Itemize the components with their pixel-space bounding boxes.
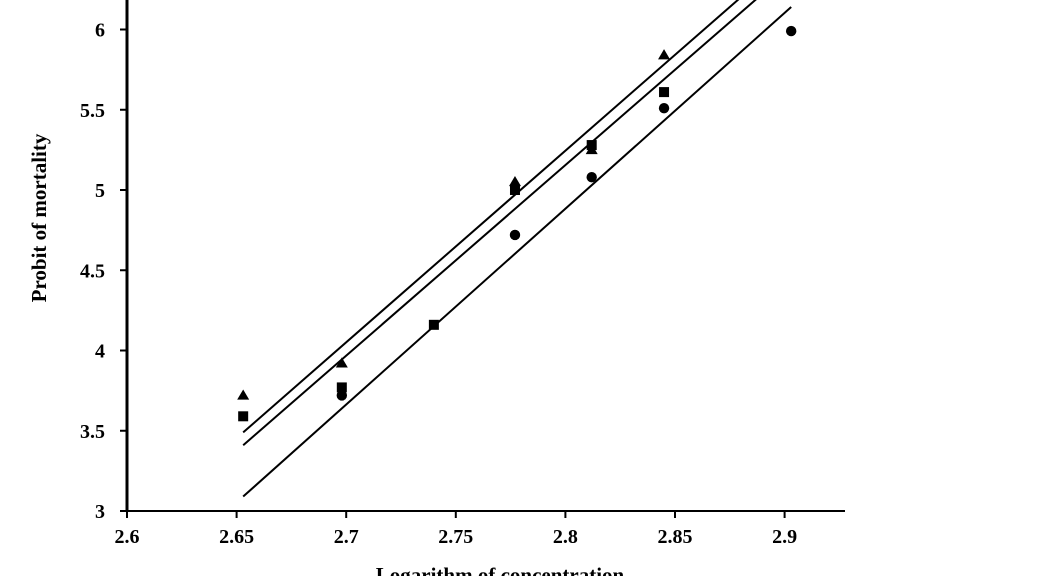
triangle-point <box>658 49 671 60</box>
circle-point <box>785 25 797 37</box>
circle-point <box>658 102 670 114</box>
y-tick-label: 6 <box>95 20 105 42</box>
square-point <box>336 382 347 393</box>
labels-layer: 2.6 2.65 2.7 2.75 2.8 2.85 2.9 3 3.5 4 4.5 5 5.5 6 Log… <box>27 20 797 576</box>
fit-lines-layer <box>242 0 792 498</box>
x-tick-label: 2.8 <box>553 526 578 548</box>
circle-point <box>509 229 521 241</box>
data-points-layer <box>237 25 797 422</box>
y-tick-label: 5 <box>95 180 105 202</box>
x-tick-label: 2.9 <box>772 526 797 548</box>
axes-layer <box>120 0 845 518</box>
square-point <box>428 319 439 330</box>
x-tick-label: 2.7 <box>334 526 359 548</box>
y-tick-label: 4 <box>95 341 105 363</box>
triangle-point <box>508 175 521 187</box>
square-point <box>509 185 520 195</box>
x-axis-title: Logarithm of concentration <box>376 563 625 576</box>
y-tick-label: 3 <box>95 501 105 523</box>
x-tick-label: 2.85 <box>658 526 693 548</box>
y-tick-label: 4.5 <box>80 260 105 282</box>
x-tick-label: 2.6 <box>115 526 140 548</box>
fit-line-square <box>242 0 757 446</box>
circle-point <box>586 171 597 183</box>
square-point <box>586 140 597 151</box>
x-tick-label: 2.65 <box>219 526 254 548</box>
square-point <box>659 87 670 98</box>
y-tick-label: 3.5 <box>80 421 105 443</box>
triangle-point <box>335 357 348 368</box>
fit-line-triangle <box>242 0 740 434</box>
y-axis-title: Probit of mortality <box>27 133 51 302</box>
y-tick-label: 5.5 <box>80 100 105 122</box>
square-point <box>238 411 249 422</box>
triangle-point <box>237 389 250 400</box>
circle-point <box>336 390 348 401</box>
fit-line-circle <box>242 6 792 498</box>
x-tick-label: 2.75 <box>438 526 473 548</box>
